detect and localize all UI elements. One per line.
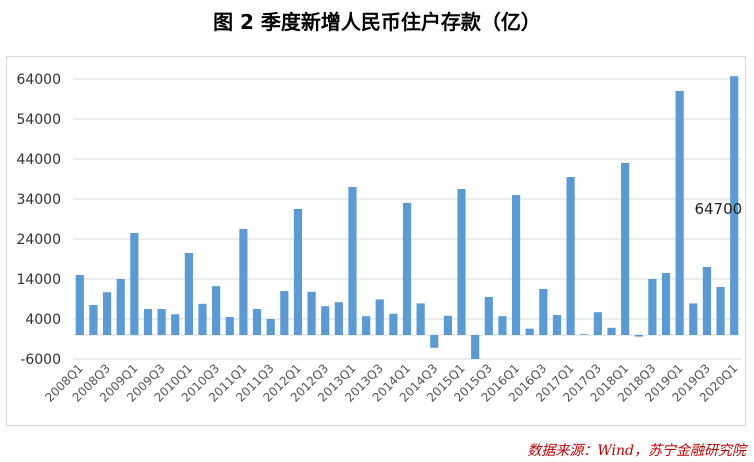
bar-2016Q2	[525, 328, 534, 335]
bar-2009Q2	[143, 309, 153, 335]
bar-2015Q1	[457, 189, 466, 335]
bar-2017Q1	[566, 177, 575, 335]
bar-2020Q1	[730, 76, 739, 335]
y-tick-label: 44000	[16, 152, 61, 168]
bar-2014Q1	[402, 203, 412, 335]
bar-2009Q3	[157, 309, 166, 335]
bar-2016Q1	[511, 195, 521, 335]
y-axis-ticks: -6000 4000 14000 24000 34000 44000 54000 64000	[16, 72, 61, 368]
bar-2012Q4	[334, 302, 343, 335]
y-tick-label: 54000	[16, 112, 61, 128]
bar-chart: -60004000140002400034000440005400064000 …	[16, 72, 742, 405]
source-note: 数据来源：Wind，苏宁金融研究院	[527, 443, 746, 459]
y-tick-label: 4000	[25, 312, 61, 328]
bar-2014Q2	[416, 303, 425, 335]
bar-2015Q3	[484, 297, 493, 335]
bar-2011Q3	[266, 319, 275, 335]
bar-2011Q4	[280, 291, 289, 335]
bar-2012Q2	[307, 291, 316, 335]
bar-2013Q2	[362, 316, 371, 335]
bar-2011Q2	[252, 309, 262, 335]
bar-2018Q2	[634, 335, 643, 337]
bar-2009Q4	[171, 314, 180, 335]
bar-2018Q1	[621, 163, 630, 335]
bar-2015Q4	[498, 316, 507, 335]
bar-2008Q1	[75, 275, 84, 335]
y-tick-label: 64000	[16, 72, 61, 88]
bar-2008Q3	[102, 292, 112, 335]
bar-2018Q4	[661, 273, 671, 335]
bar-2017Q3	[593, 312, 602, 335]
bar-2012Q3	[321, 306, 330, 335]
bar-2008Q2	[89, 305, 98, 335]
bar-2013Q4	[389, 313, 398, 335]
bar-2010Q3	[212, 286, 221, 335]
bar-2019Q4	[716, 287, 725, 335]
bar-2017Q4	[607, 327, 616, 335]
bar-2019Q3	[702, 267, 712, 335]
bar-2012Q1	[293, 209, 303, 335]
bar-2017Q2	[580, 334, 589, 335]
bar-2018Q3	[648, 279, 657, 335]
bar-2014Q3	[430, 335, 439, 348]
bar-2009Q1	[130, 233, 139, 335]
chart-title: 图 2 季度新增人民币住户存款（亿）	[213, 10, 541, 34]
last-value-annotation: 64700	[694, 200, 742, 218]
x-axis-ticks: 2008Q12008Q32009Q12009Q32010Q12010Q32011…	[42, 361, 740, 405]
bars	[75, 76, 739, 359]
chart-frame: -6000 4000 14000 24000 34000 44000 54000 64000 …	[6, 56, 746, 426]
y-tick-label: 34000	[16, 192, 61, 208]
bar-2013Q3	[375, 299, 384, 335]
bar-2019Q2	[689, 303, 698, 335]
bar-2013Q1	[348, 187, 357, 335]
bar-2008Q4	[116, 279, 125, 335]
bar-2016Q4	[552, 315, 562, 335]
bar-2010Q4	[225, 317, 234, 335]
y-tick-label: -6000	[20, 352, 61, 368]
y-tick-label: 24000	[16, 232, 61, 248]
bar-2011Q1	[239, 229, 248, 335]
bar-2015Q2	[471, 335, 480, 359]
bar-2010Q1	[184, 253, 193, 335]
bar-2010Q2	[198, 303, 207, 335]
bar-2019Q1	[675, 91, 684, 335]
bar-2016Q3	[539, 289, 548, 335]
y-tick-label: 14000	[16, 272, 61, 288]
bar-2014Q4	[443, 315, 452, 335]
